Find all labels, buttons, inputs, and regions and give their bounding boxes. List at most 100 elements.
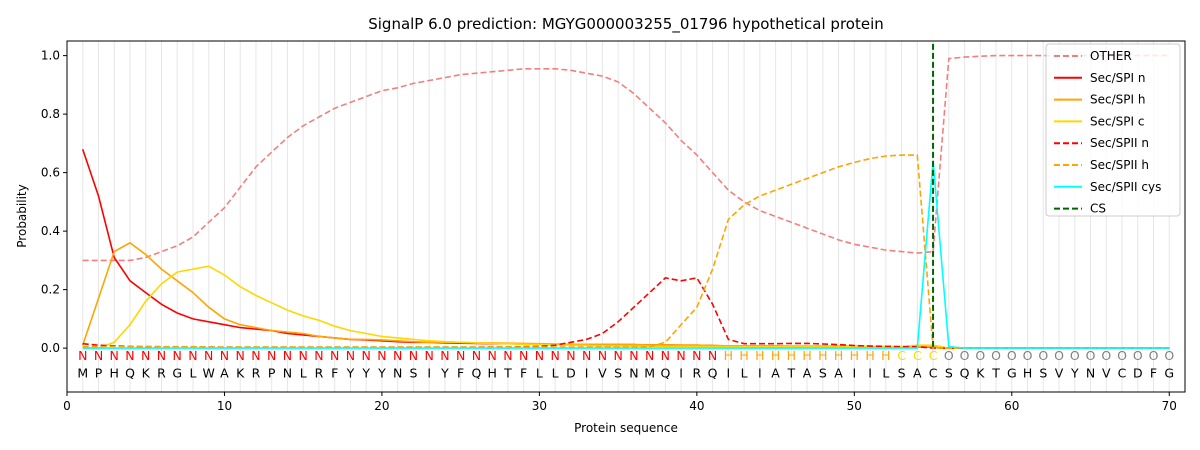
residue-label: P	[95, 365, 103, 380]
residue-label: Q	[960, 365, 970, 380]
x-axis-label: Protein sequence	[574, 421, 678, 435]
residue-label: L	[536, 365, 543, 380]
residue-label: A	[834, 365, 843, 380]
residue-label: G	[172, 365, 182, 380]
vertical-gridlines	[82, 41, 1170, 392]
legend-label: Sec/SPII h	[1090, 158, 1149, 172]
series-line	[82, 54, 1170, 262]
legend-label: OTHER	[1090, 49, 1132, 63]
region-label: N	[94, 348, 103, 363]
residue-label: R	[315, 365, 324, 380]
residue-label: A	[220, 365, 229, 380]
region-label: N	[204, 348, 213, 363]
x-tick-label: 60	[1004, 399, 1019, 413]
residue-label: F	[1150, 365, 1157, 380]
residue-label: V	[1102, 365, 1111, 380]
residue-label: A	[803, 365, 812, 380]
region-label: O	[1101, 348, 1111, 363]
region-label: O	[1023, 348, 1033, 363]
residue-label: I	[585, 365, 589, 380]
x-tick-label: 50	[847, 399, 862, 413]
residue-label: Q	[708, 365, 718, 380]
x-tick-label: 30	[532, 399, 547, 413]
region-label: N	[598, 348, 607, 363]
region-label: H	[865, 348, 874, 363]
series-line	[82, 154, 1170, 349]
x-tick-label: 40	[689, 399, 704, 413]
residue-label: W	[203, 365, 215, 380]
region-label: O	[975, 348, 985, 363]
region-label: H	[739, 348, 748, 363]
residue-label: L	[552, 365, 559, 380]
region-label: N	[220, 348, 229, 363]
region-label: O	[1117, 348, 1127, 363]
region-label: H	[771, 348, 780, 363]
residue-label: M	[644, 365, 655, 380]
region-label: O	[1164, 348, 1174, 363]
residue-label: C	[929, 365, 938, 380]
residue-label: F	[457, 365, 464, 380]
chart-title: SignalP 6.0 prediction: MGYG000003255_01…	[368, 15, 884, 34]
residue-label: D	[1133, 365, 1143, 380]
residue-label: I	[727, 365, 731, 380]
region-label: H	[881, 348, 890, 363]
x-tick-label: 70	[1162, 399, 1177, 413]
region-label: N	[330, 348, 339, 363]
residue-label: T	[991, 365, 1000, 380]
region-label: N	[424, 348, 433, 363]
residue-label: Q	[471, 365, 481, 380]
residue-label: A	[771, 365, 780, 380]
region-label: N	[267, 348, 276, 363]
region-label: N	[582, 348, 591, 363]
region-label: N	[236, 348, 245, 363]
residue-label: K	[142, 365, 151, 380]
y-tick-label: 0.2	[41, 283, 60, 297]
residue-label: N	[393, 365, 402, 380]
region-label: N	[251, 348, 260, 363]
residue-label: T	[503, 365, 512, 380]
legend-label: Sec/SPI h	[1090, 93, 1145, 107]
region-label: N	[535, 348, 544, 363]
region-label: N	[78, 348, 87, 363]
region-label: N	[550, 348, 559, 363]
residue-label: N	[283, 365, 292, 380]
y-tick-label: 0.4	[41, 224, 60, 238]
region-label: N	[393, 348, 402, 363]
region-label: N	[613, 348, 622, 363]
legend-label: Sec/SPII n	[1090, 136, 1149, 150]
residue-label: S	[945, 365, 953, 380]
region-label: N	[519, 348, 528, 363]
region-label: O	[1149, 348, 1159, 363]
y-tick-label: 0.6	[41, 166, 60, 180]
residue-label: S	[1039, 365, 1047, 380]
region-label: N	[456, 348, 465, 363]
region-label: C	[897, 348, 906, 363]
region-label: N	[299, 348, 308, 363]
residue-label: L	[189, 365, 196, 380]
residue-label: H	[487, 365, 496, 380]
region-label: N	[157, 348, 166, 363]
residue-label: M	[77, 365, 88, 380]
residue-label: I	[679, 365, 683, 380]
residue-label: R	[693, 365, 702, 380]
residue-label: Q	[125, 365, 135, 380]
region-label: O	[1007, 348, 1017, 363]
region-label: N	[708, 348, 717, 363]
residue-label: F	[331, 365, 338, 380]
series-line	[82, 277, 1170, 349]
region-label: N	[141, 348, 150, 363]
legend: OTHER Sec/SPI n Sec/SPI h Sec/SPI c Sec/SPII…	[1045, 43, 1181, 217]
residue-label: P	[268, 365, 276, 380]
region-label: O	[1070, 348, 1080, 363]
legend-label: Sec/SPI c	[1090, 114, 1144, 128]
region-label: N	[314, 348, 323, 363]
residue-label: I	[868, 365, 872, 380]
residue-label: V	[1055, 365, 1064, 380]
residue-label: A	[913, 365, 922, 380]
residue-label: N	[629, 365, 638, 380]
residue-label: L	[882, 365, 889, 380]
region-label: N	[110, 348, 119, 363]
region-label: H	[802, 348, 811, 363]
region-label: O	[1038, 348, 1048, 363]
